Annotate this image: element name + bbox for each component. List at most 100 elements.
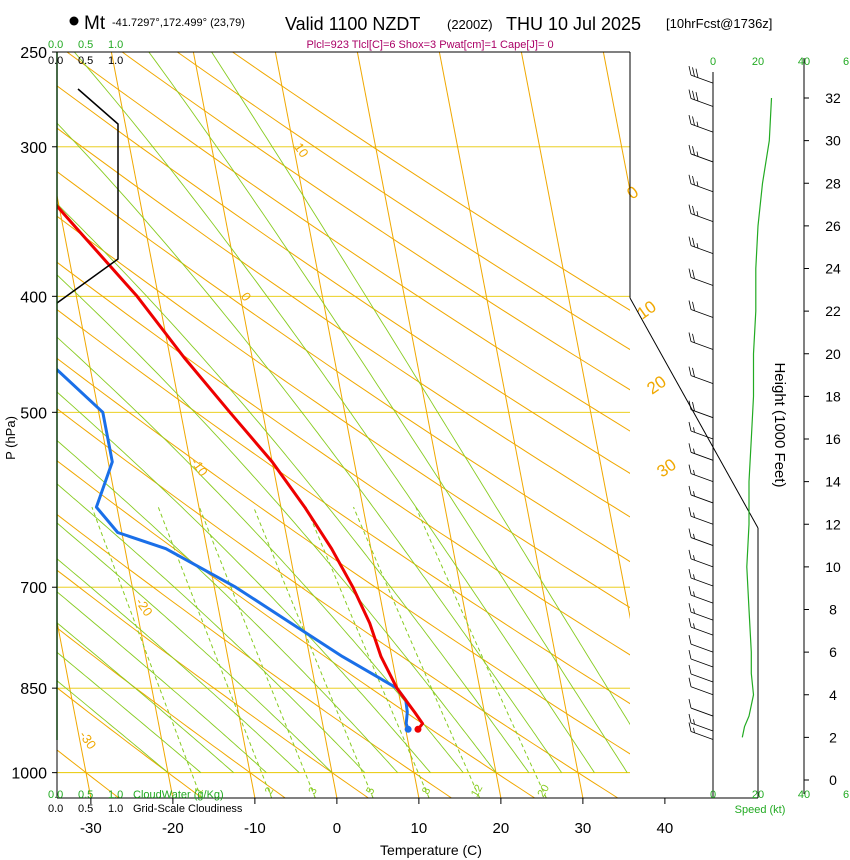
wind-barb-flag [688,603,692,613]
isotherm-line [110,52,256,798]
mixing-ratio-label: 5 [364,785,377,796]
wind-barb [690,577,714,587]
wind-barb [690,707,714,717]
cloudiness-trace [56,88,119,304]
forecast-info: [10hrFcst@1736z] [666,16,772,31]
wind-barb-flag [692,333,695,343]
wind-barb [690,473,714,483]
p-tick-label: 1000 [11,766,47,783]
wind-barb-flag [688,236,692,246]
bottom-speed-0: 0 [710,789,716,801]
dry-adiabat [57,127,630,518]
wind-barb-flag [688,635,692,645]
bottom-cw-1: 0.5 [78,789,93,801]
moist-adiabat [57,122,562,773]
mixing-ratio-label: 3 [306,785,319,796]
moist-adiabat [57,391,431,773]
dewpoint-profile-surface-dot [404,725,412,733]
wind-barb-flag [692,367,695,377]
wind-barb [690,98,714,107]
dry-adiabat [177,52,630,351]
dry-adiabat [121,52,630,391]
p-tick-label: 850 [20,681,47,698]
x-tick-label: 40 [657,820,674,837]
dry-adiabat [57,569,369,798]
wind-barb-flag [688,443,692,453]
bottom-cw-0: 0.0 [48,789,63,801]
height-tick-label: 22 [825,303,841,319]
mixing-ratio-label: 12 [469,783,486,800]
top-cw-1: 0.5 [78,39,93,51]
speed-axis-label: Speed (kt) [735,804,786,816]
wind-barb [690,558,714,568]
wind-barb [690,245,714,254]
wind-barb-flag [692,67,695,77]
wind-barb-flag [688,366,692,376]
wind-barb [690,731,714,740]
wind-barb-flag [688,300,692,310]
x-tick-label: 30 [575,820,592,837]
wind-barb-flag [688,421,692,432]
wind-barb-flag [688,144,692,155]
wind-barb-half [693,448,695,454]
height-tick-label: 18 [825,388,841,404]
mixing-ratio-line [415,506,547,798]
moist-adiabat [57,622,234,773]
moist-adiabat [73,52,595,773]
x-tick-label: 10 [411,820,428,837]
bottom-cl-label: Grid-Scale Cloudiness [133,803,243,815]
mixing-ratio-label: 20 [535,783,552,800]
station-coords: -41.7297°,172.499° (23,79) [112,17,245,29]
wind-barb-flag [688,649,692,660]
mixing-ratio-label: 2 [263,785,276,796]
dry-adiabat [66,52,630,432]
mixing-ratio-line [91,506,202,798]
moist-adiabat [148,52,628,773]
dry-adiabat [232,52,630,311]
wind-speed-profile [741,97,773,738]
p-tick-label: 500 [20,405,47,422]
wind-barb [690,673,714,683]
wind-barb-half [693,727,695,733]
wind-barb-flag [688,174,692,184]
dry-adiabat [57,627,286,798]
wind-barb [690,153,714,163]
wind-barb-flag [692,90,695,100]
wind-barb-half [693,574,695,580]
dry-adiabat [57,408,619,798]
wind-barb [690,537,714,546]
wind-barb [690,722,714,732]
temperature-profile [57,203,425,731]
station-name: Mt [84,13,106,34]
top-speed-0: 0 [710,56,716,68]
height-tick-label: 26 [825,218,841,234]
wind-barb-flag [688,586,692,596]
wind-barb [690,658,714,668]
wind-barb-half [693,512,695,518]
bottom-speed-1: 20 [752,789,764,801]
wind-barb [690,183,714,193]
mixing-ratio-label: 8 [420,785,433,796]
height-tick-label: 20 [825,346,841,362]
moist-adiabat [57,680,169,773]
wind-barb-flag [688,464,692,474]
wind-barb [690,74,714,84]
wind-barb-half [693,427,695,433]
isotherm-line [602,52,630,194]
wind-barb-flag [692,175,695,186]
wind-barb-half [693,555,695,561]
isotherm-line [356,52,502,798]
wind-barb [690,494,714,504]
wind-barb-half [693,591,695,597]
wind-barb-half [693,469,695,476]
moist-adiabat [57,558,300,773]
wind-barb-flag [692,401,695,412]
wind-barb [690,451,714,461]
wind-barb [690,409,714,419]
height-tick-label: 6 [829,644,837,660]
wind-barb [690,686,714,696]
wind-barb-flag [688,664,692,675]
wind-barb-half [696,151,699,157]
bottom-speed-2: 40 [798,789,810,801]
